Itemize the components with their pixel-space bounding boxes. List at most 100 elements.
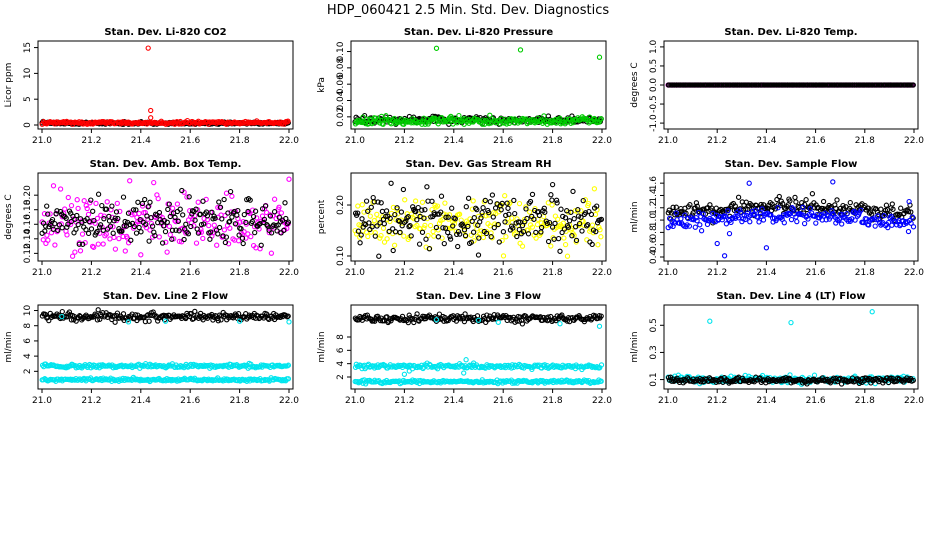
data-point [211, 222, 217, 228]
data-point [76, 119, 82, 125]
data-point [169, 227, 176, 233]
data-point [571, 216, 577, 222]
data-point [391, 242, 398, 248]
data-point [262, 203, 269, 209]
x-tick-label: 21.0 [658, 136, 678, 146]
x-tick-label: 21.2 [707, 136, 727, 146]
data-point [594, 203, 600, 209]
data-point [460, 116, 466, 122]
data-point [502, 219, 508, 225]
data-point [364, 312, 371, 318]
data-point [519, 321, 526, 327]
data-point [514, 233, 520, 240]
data-point [442, 200, 448, 206]
data-point [215, 204, 221, 211]
y-tick-label: 0.14 [23, 229, 33, 249]
data-point [488, 234, 494, 240]
data-point [910, 377, 916, 384]
data-point [560, 213, 566, 220]
data-point [245, 231, 251, 237]
data-point [156, 234, 162, 240]
data-point [112, 215, 118, 221]
data-point [461, 227, 468, 233]
data-point [366, 220, 372, 226]
data-point [905, 228, 912, 235]
y-axis-label: kPa [317, 77, 327, 93]
data-point [407, 222, 413, 229]
data-point [561, 235, 567, 241]
data-point [885, 219, 892, 226]
data-point [127, 178, 133, 184]
data-point [200, 198, 206, 204]
data-point [381, 221, 387, 227]
data-point [219, 216, 225, 222]
data-point [47, 362, 53, 369]
data-point [383, 213, 389, 220]
data-point [595, 242, 601, 248]
y-tick-label: 5 [23, 96, 33, 102]
data-point [413, 208, 419, 215]
data-point [415, 204, 421, 211]
data-point [239, 235, 246, 241]
data-point [235, 238, 242, 244]
data-point [169, 205, 176, 211]
x-tick-label: 21.4 [131, 136, 151, 146]
data-point [872, 223, 878, 229]
data-point [258, 242, 264, 248]
data-point [583, 223, 590, 229]
data-point [414, 222, 420, 229]
data-point [120, 233, 126, 240]
data-point [591, 115, 598, 122]
data-point [386, 228, 392, 235]
data-point [470, 229, 477, 235]
data-point [410, 204, 416, 210]
data-point [114, 310, 121, 316]
data-point [468, 314, 474, 320]
data-point [423, 236, 429, 242]
data-point [866, 222, 872, 228]
data-point-outlier [286, 176, 292, 182]
y-axis-label: degrees C [630, 62, 640, 107]
data-point [431, 233, 437, 239]
data-point [520, 229, 527, 235]
series-2 [665, 179, 917, 259]
data-point [549, 224, 556, 230]
y-tick-label: 0.10 [336, 41, 346, 61]
x-tick-label: 21.4 [756, 136, 776, 146]
data-point [480, 205, 486, 211]
data-point [910, 82, 916, 88]
data-point [419, 199, 426, 205]
y-tick-label: 0.20 [23, 185, 33, 205]
data-point [408, 363, 414, 369]
x-tick-label: 21.2 [394, 136, 414, 146]
data-point [578, 208, 584, 214]
data-point [570, 188, 576, 195]
data-point [112, 319, 118, 325]
data-point [192, 217, 198, 223]
data-point [471, 215, 477, 221]
data-point [414, 217, 420, 223]
data-point [406, 223, 412, 230]
data-point [215, 318, 221, 324]
data-point [453, 228, 459, 234]
data-point [75, 205, 81, 212]
data-point [250, 213, 257, 220]
data-point [555, 235, 562, 242]
data-point [380, 121, 386, 127]
y-tick-label: 1.0 [649, 39, 659, 54]
data-point [869, 211, 875, 217]
data-point [148, 215, 154, 221]
data-point [474, 206, 480, 213]
data-point [483, 213, 489, 219]
x-tick-label: 21.4 [756, 396, 776, 406]
data-point [99, 202, 105, 209]
data-point [167, 213, 173, 220]
data-point [79, 231, 86, 237]
data-point [194, 378, 200, 384]
data-point [403, 218, 409, 224]
data-point [755, 214, 761, 220]
data-point [111, 377, 117, 383]
data-point-outlier [763, 245, 770, 251]
data-point [357, 240, 363, 246]
